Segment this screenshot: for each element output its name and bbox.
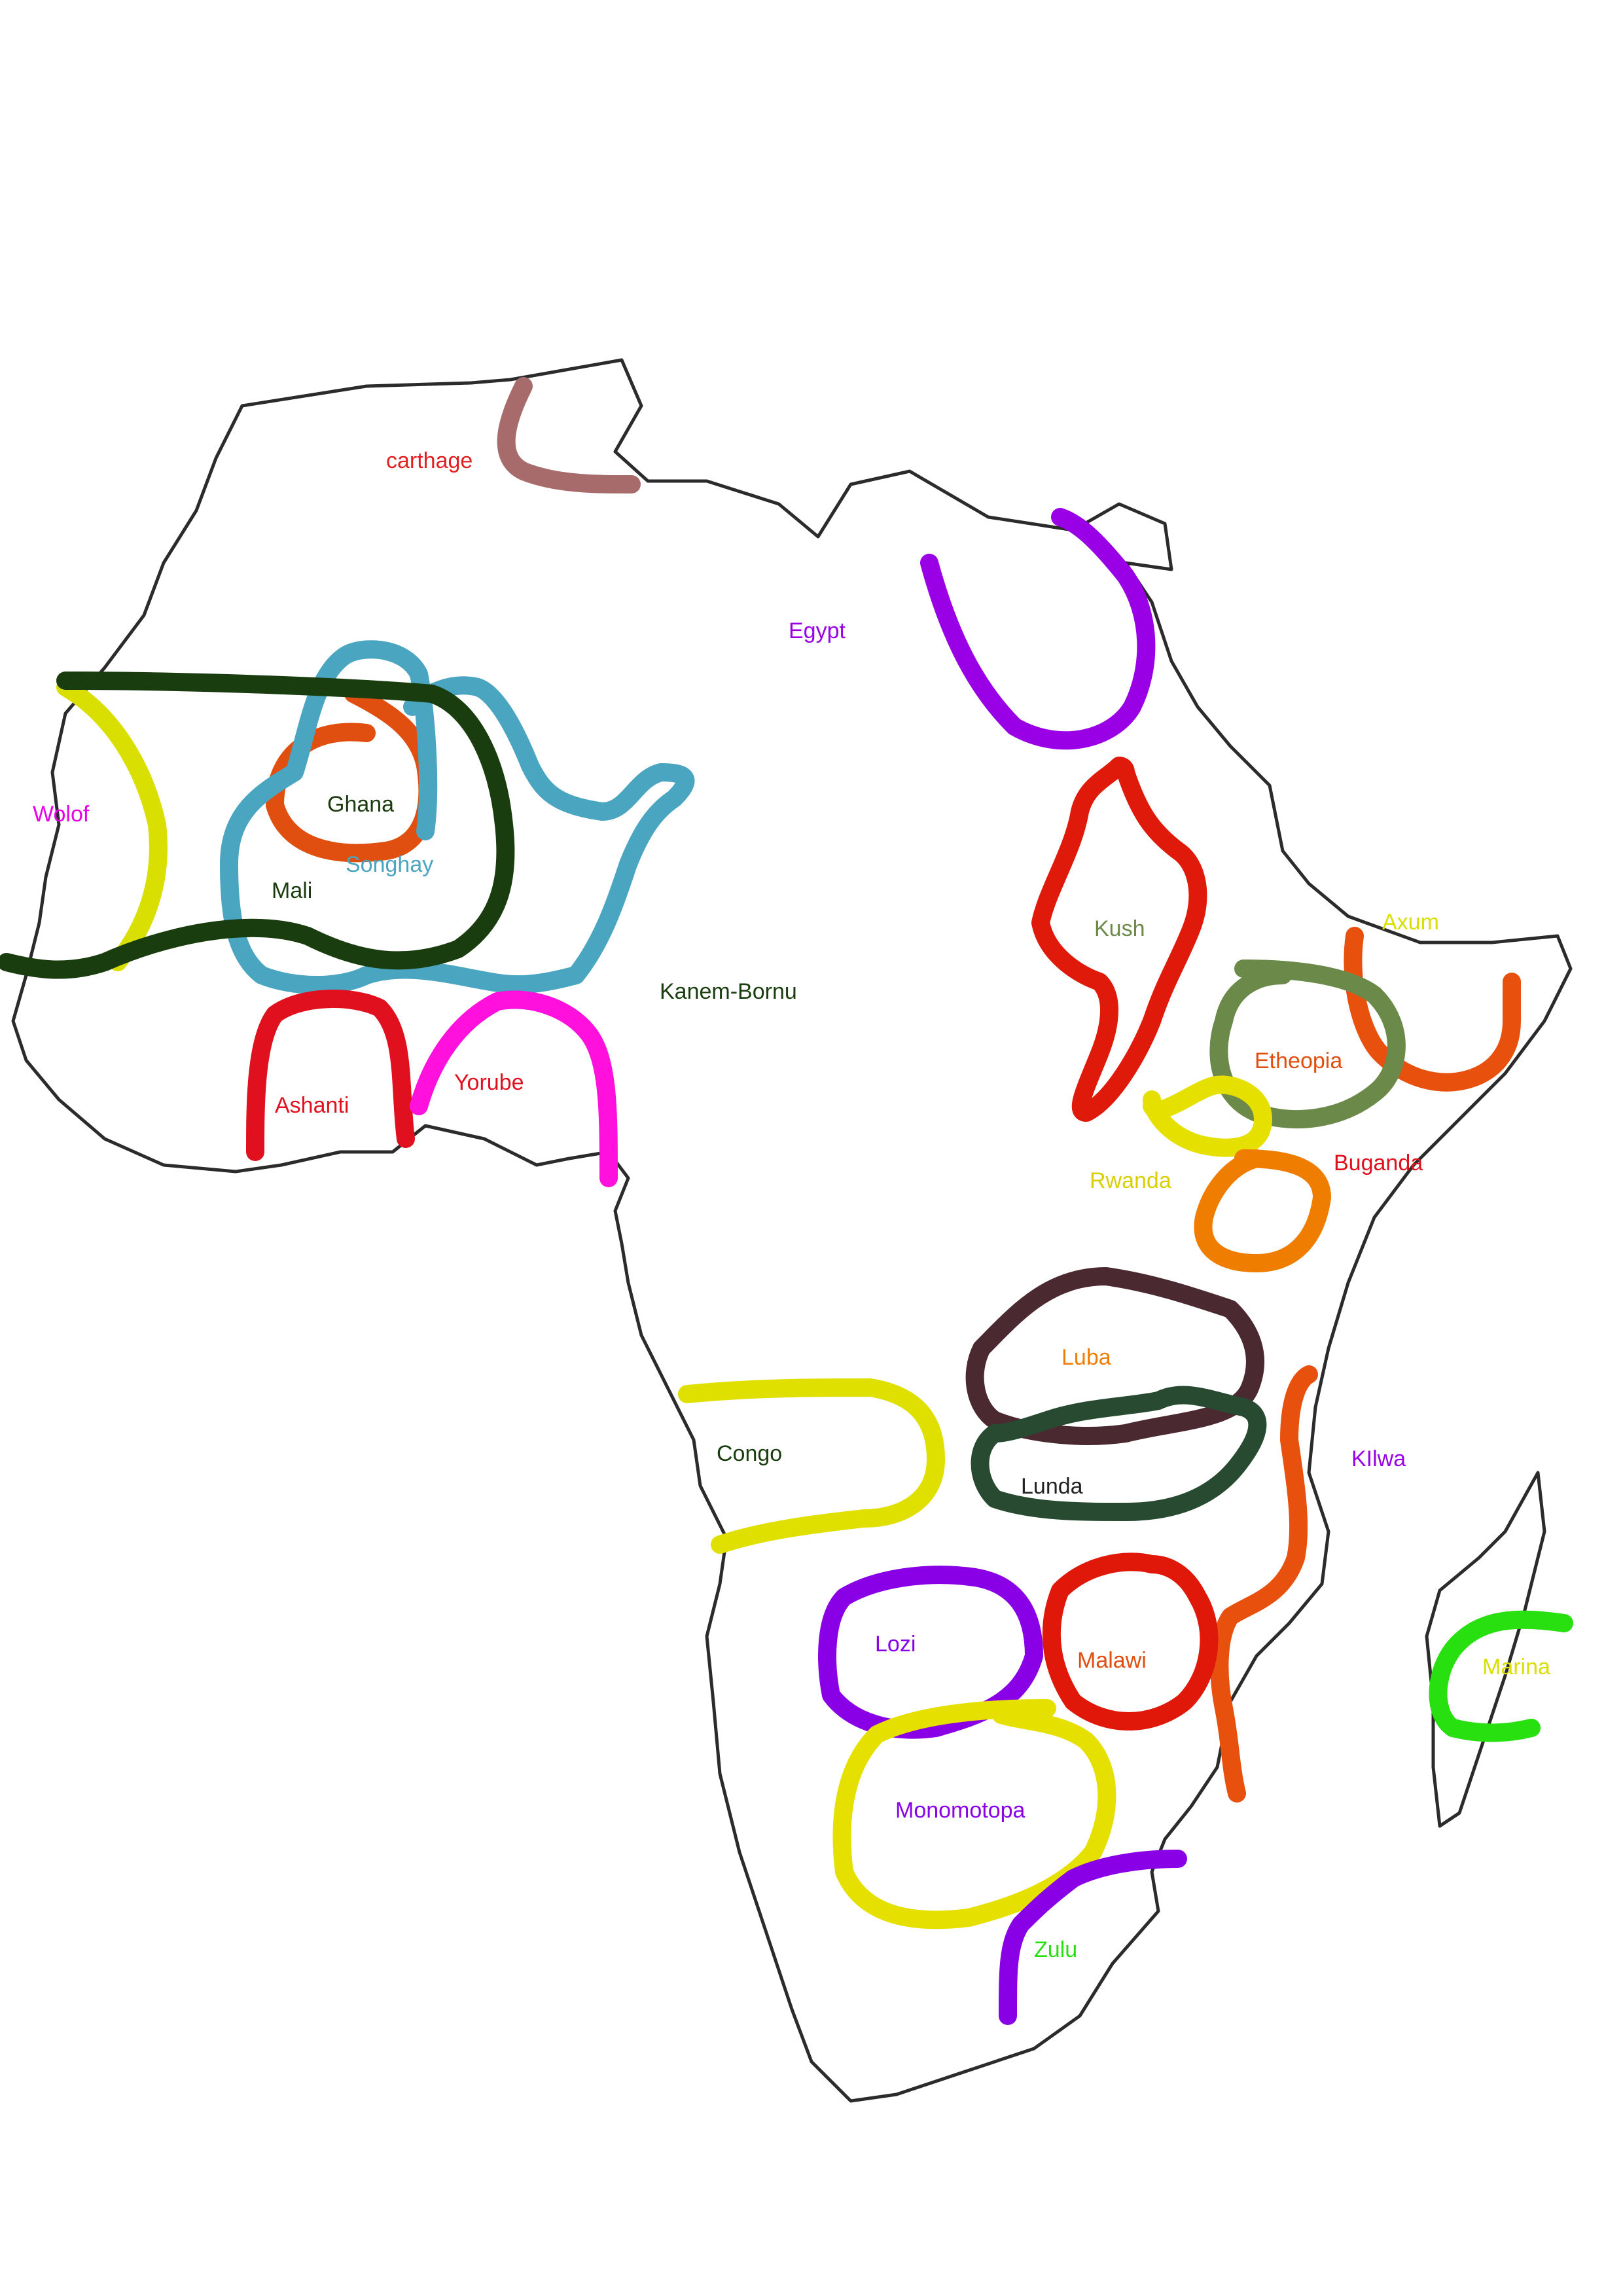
zulu-region-outline xyxy=(999,1850,1187,2025)
yorube-region-outline xyxy=(410,990,618,1187)
marina-label: Marina xyxy=(1482,1655,1550,1679)
luba-label: Luba xyxy=(1061,1345,1111,1370)
marina-region-outline xyxy=(1429,1610,1573,1742)
kush-label: Kush xyxy=(1094,916,1145,941)
carthage-label: carthage xyxy=(386,448,473,473)
axum-label: Axum xyxy=(1382,910,1439,935)
kush-region-outline xyxy=(1031,757,1207,1122)
etheopia-region-outline xyxy=(1209,960,1406,1128)
africa-outline xyxy=(11,358,1573,2103)
mali-label: Mali xyxy=(272,878,312,903)
axum-region-outline xyxy=(1344,927,1522,1092)
kilwa-region-outline xyxy=(1210,1365,1318,1803)
lunda-region-outline xyxy=(971,1386,1267,1521)
mali-region-outline xyxy=(0,672,515,979)
monomotopa-region-outline xyxy=(832,1699,1116,1929)
wolof-label: Wolof xyxy=(33,802,90,827)
luba-region-outline xyxy=(965,1267,1264,1445)
congo-label: Congo xyxy=(717,1441,782,1466)
ghana-label: Ghana xyxy=(327,792,394,817)
malawi-label: Malawi xyxy=(1077,1648,1147,1673)
kilwa-label: KIlwa xyxy=(1351,1446,1406,1471)
buganda-region-outline xyxy=(1194,1149,1331,1272)
carthage-region-outline xyxy=(497,377,641,493)
ashanti-region-outline xyxy=(246,990,415,1161)
lunda-label: Lunda xyxy=(1021,1474,1083,1499)
lozi-label: Lozi xyxy=(875,1632,916,1657)
lozi-region-outline xyxy=(818,1566,1043,1739)
buganda-label: Buganda xyxy=(1334,1151,1423,1175)
monomotopa-label: Monomotopa xyxy=(895,1798,1026,1823)
egypt-region-outline xyxy=(920,508,1156,750)
zulu-label: Zulu xyxy=(1034,1937,1077,1962)
ashanti-label: Ashanti xyxy=(275,1093,349,1118)
congo-region-outline xyxy=(678,1378,945,1554)
egypt-label: Egypt xyxy=(789,619,846,643)
wolof-region-outline xyxy=(56,678,168,971)
malawi-region-outline xyxy=(1042,1552,1219,1731)
songhay-label: Songhay xyxy=(346,852,433,877)
rwanda-label: Rwanda xyxy=(1090,1168,1171,1193)
rwanda-region-outline xyxy=(1143,1075,1272,1157)
etheopia-label: Etheopia xyxy=(1255,1049,1342,1073)
yorube-label: Yorube xyxy=(454,1070,524,1095)
kanem-bornu-label: Kanem-Bornu xyxy=(660,979,797,1004)
